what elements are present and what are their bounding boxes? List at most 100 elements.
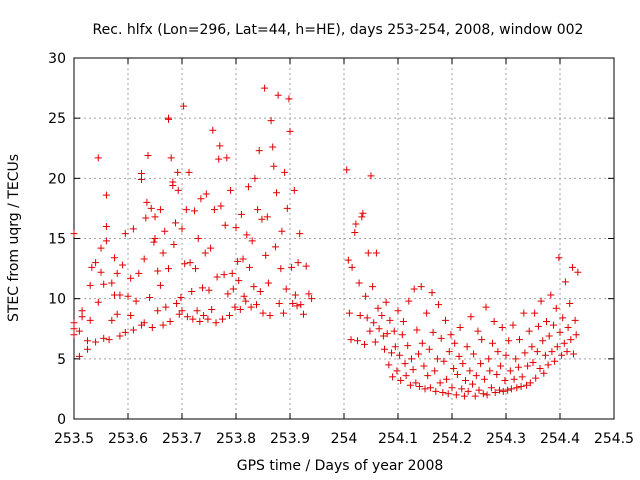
data-point: [509, 321, 517, 329]
data-point: [523, 381, 531, 389]
data-point: [226, 312, 234, 320]
data-point: [561, 278, 569, 286]
data-point: [428, 289, 436, 297]
data-points: [70, 84, 582, 400]
data-point: [559, 314, 567, 322]
data-point: [144, 151, 152, 159]
data-point: [371, 338, 379, 346]
data-point: [520, 309, 528, 317]
chart-title: Rec. hlfx (Lon=296, Lat=44, h=HE), days …: [93, 22, 584, 38]
data-point: [442, 316, 450, 324]
data-point: [208, 305, 216, 313]
data-point: [431, 367, 439, 375]
data-point: [396, 351, 404, 359]
data-point: [204, 315, 212, 323]
data-point: [537, 297, 545, 305]
data-point: [242, 297, 250, 305]
data-point: [467, 313, 475, 321]
data-point: [280, 309, 288, 317]
x-tick-label: 254.3: [486, 431, 526, 447]
data-point: [194, 235, 202, 242]
data-point: [223, 154, 231, 162]
data-point: [386, 316, 394, 324]
data-point: [288, 263, 296, 271]
data-point: [129, 225, 137, 233]
data-point: [277, 265, 285, 273]
data-point: [290, 186, 298, 194]
data-point: [498, 324, 506, 332]
data-point: [156, 281, 164, 289]
data-point: [286, 127, 294, 135]
data-point: [244, 183, 252, 191]
data-point: [111, 254, 118, 262]
data-point: [264, 279, 272, 287]
data-point: [291, 291, 299, 299]
data-point: [231, 303, 239, 311]
data-point: [278, 227, 286, 235]
data-point: [475, 386, 483, 394]
data-point: [359, 209, 367, 217]
data-point: [86, 281, 94, 289]
data-point: [159, 321, 167, 329]
data-point: [440, 357, 448, 365]
data-point: [444, 390, 452, 398]
data-point: [352, 220, 360, 228]
data-point: [183, 313, 191, 321]
data-point: [516, 336, 523, 344]
data-point: [424, 372, 432, 380]
data-point: [486, 367, 494, 375]
data-point: [202, 190, 210, 198]
data-point: [420, 362, 428, 370]
x-tick-label: 253.8: [216, 431, 256, 447]
data-point: [148, 324, 156, 332]
data-point: [105, 336, 113, 344]
data-point: [382, 298, 390, 306]
data-point: [413, 326, 421, 334]
data-point: [497, 362, 505, 370]
data-point: [439, 389, 447, 397]
data-point: [175, 310, 183, 318]
data-point: [391, 343, 399, 351]
data-point: [556, 328, 564, 336]
data-point: [182, 206, 190, 214]
data-point: [517, 383, 525, 391]
data-point: [180, 102, 188, 110]
data-point: [259, 309, 267, 317]
data-point: [564, 324, 572, 332]
y-tick-label: 20: [48, 171, 66, 187]
data-point: [84, 337, 91, 345]
data-point: [100, 334, 108, 342]
x-tick-labels: 253.5 253.6 253.7 253.8 253.9 254 254.1 254.2 25…: [54, 431, 634, 447]
data-point: [375, 325, 383, 333]
data-point: [385, 361, 393, 369]
y-tick-label: 10: [48, 292, 66, 308]
x-tick-label: 254.2: [432, 431, 472, 447]
data-point: [246, 263, 253, 271]
data-point: [200, 312, 208, 320]
data-point: [237, 210, 245, 218]
data-point: [452, 391, 460, 399]
data-point: [348, 263, 356, 271]
data-point: [75, 352, 83, 360]
data-point: [138, 170, 145, 178]
data-point: [374, 304, 382, 312]
data-point: [451, 339, 459, 347]
data-point: [447, 331, 455, 339]
data-point: [463, 343, 471, 351]
data-point: [135, 269, 143, 277]
data-point: [563, 348, 571, 356]
data-point: [185, 168, 193, 176]
data-point: [456, 324, 464, 332]
data-point: [539, 337, 547, 345]
data-point: [78, 307, 86, 315]
data-point: [354, 337, 361, 345]
data-point: [361, 340, 369, 348]
data-point: [283, 204, 291, 212]
data-point: [297, 301, 305, 309]
data-point: [212, 319, 220, 327]
data-point: [480, 375, 488, 383]
data-point: [234, 257, 242, 265]
data-point: [217, 202, 225, 210]
data-point: [102, 191, 110, 199]
